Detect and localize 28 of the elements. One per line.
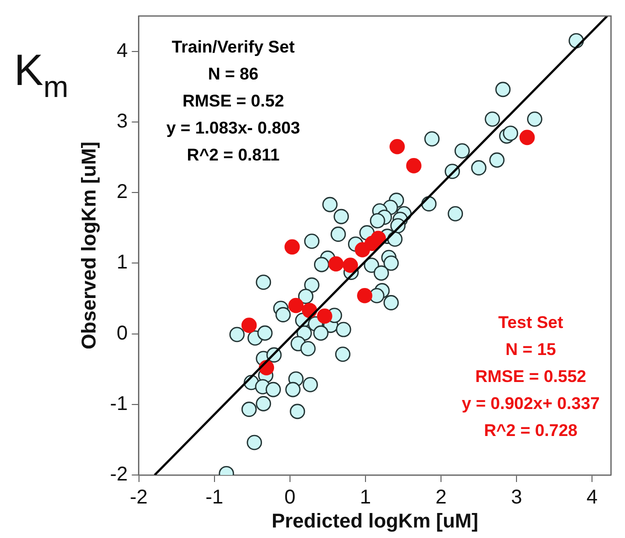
point <box>241 318 257 333</box>
y-tick-label: -2 <box>110 464 128 486</box>
point <box>316 308 332 324</box>
point <box>519 130 535 146</box>
y-tick-label: 2 <box>116 181 128 204</box>
x-tick-label: 1 <box>360 486 372 509</box>
x-tick-label: 4 <box>586 486 598 509</box>
point <box>342 258 358 273</box>
y-tick-label: 0 <box>116 322 128 344</box>
x-axis-title: Predicted logKm [uM] <box>272 510 478 533</box>
annotation: Test Set N = 15 RMSE = 0.552 y = 0.902x+ 0.337 R^2 = 0.728 <box>462 313 600 440</box>
x-tick-label: 0 <box>284 486 296 509</box>
y-axis-title: Observed logKm [uM] <box>78 142 101 350</box>
y-tick-label: -1 <box>110 392 128 415</box>
y-tick-label: 1 <box>116 252 128 274</box>
y-tick-label: 4 <box>116 40 128 62</box>
point <box>390 138 405 154</box>
x-tick-label: 2 <box>435 486 447 509</box>
point <box>357 288 372 304</box>
point <box>288 298 304 314</box>
annotation: Train/Verify Set N = 86 RMSE = 0.52 y = 1.083x- 0.803 R^2 = 0.811 <box>166 38 300 165</box>
x-tick-label: -1 <box>205 486 224 509</box>
point <box>406 158 422 174</box>
point <box>370 230 386 246</box>
point <box>328 256 344 272</box>
point <box>284 239 300 255</box>
y-tick-label: 3 <box>116 110 128 132</box>
x-tick-label: 3 <box>510 486 522 509</box>
